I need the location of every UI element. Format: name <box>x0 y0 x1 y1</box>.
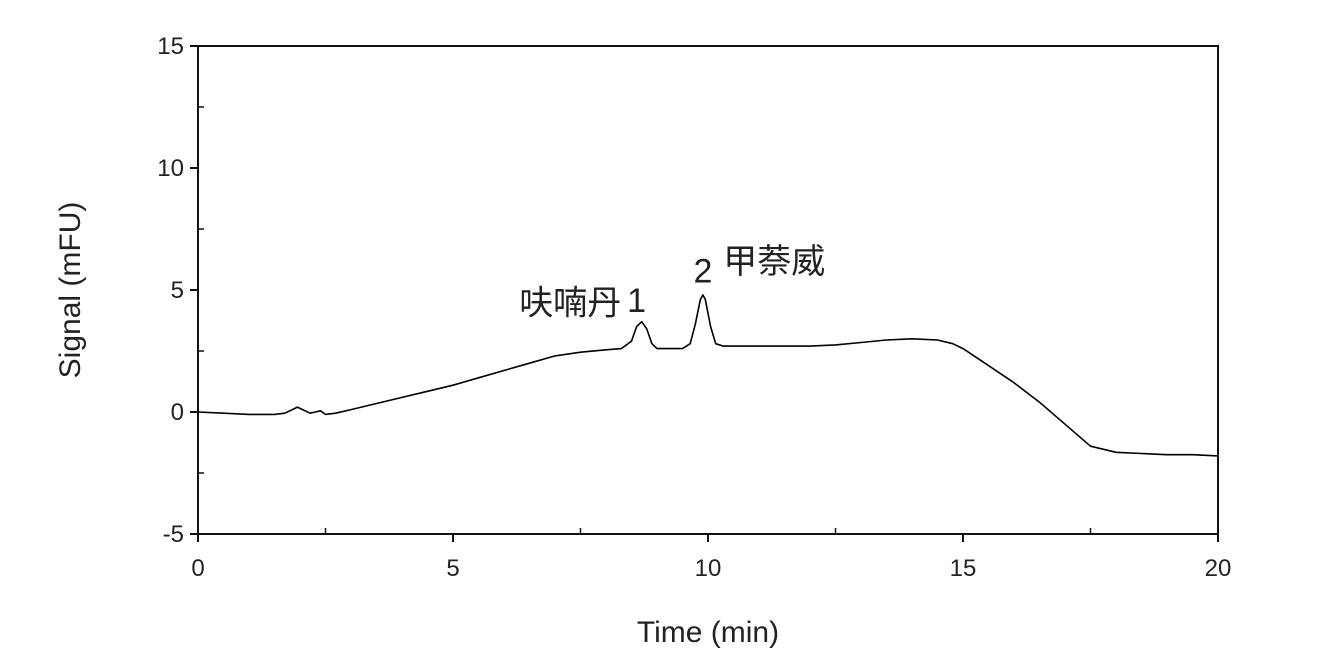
x-tick-labels: 0 5 10 15 20 <box>191 555 1231 582</box>
x-tick-label: 20 <box>1205 555 1232 582</box>
peak-annotations: 呋喃丹 1 2 甲萘威 <box>519 242 825 323</box>
x-tick-label: 10 <box>695 555 722 582</box>
y-tick-label: 15 <box>157 33 184 60</box>
peak-number-label: 2 <box>693 253 712 291</box>
compound-label: 呋喃丹 <box>519 283 621 323</box>
signal-trace <box>197 294 1219 457</box>
x-axis-title: Time (min) <box>637 616 779 649</box>
y-tick-label: 5 <box>171 277 184 304</box>
x-tick-label: 15 <box>950 555 977 582</box>
axis-ticks <box>190 45 1219 542</box>
y-tick-label: 10 <box>157 155 184 182</box>
compound-label: 甲萘威 <box>723 242 825 282</box>
y-tick-labels: -5 0 5 10 15 <box>157 33 184 548</box>
y-tick-label: 0 <box>171 399 184 426</box>
y-axis-title: Signal (mFU) <box>54 202 87 379</box>
y-tick-label: -5 <box>163 521 184 548</box>
x-tick-label: 5 <box>446 555 459 582</box>
peak-number-label: 1 <box>627 282 646 320</box>
x-tick-label: 0 <box>191 555 204 582</box>
